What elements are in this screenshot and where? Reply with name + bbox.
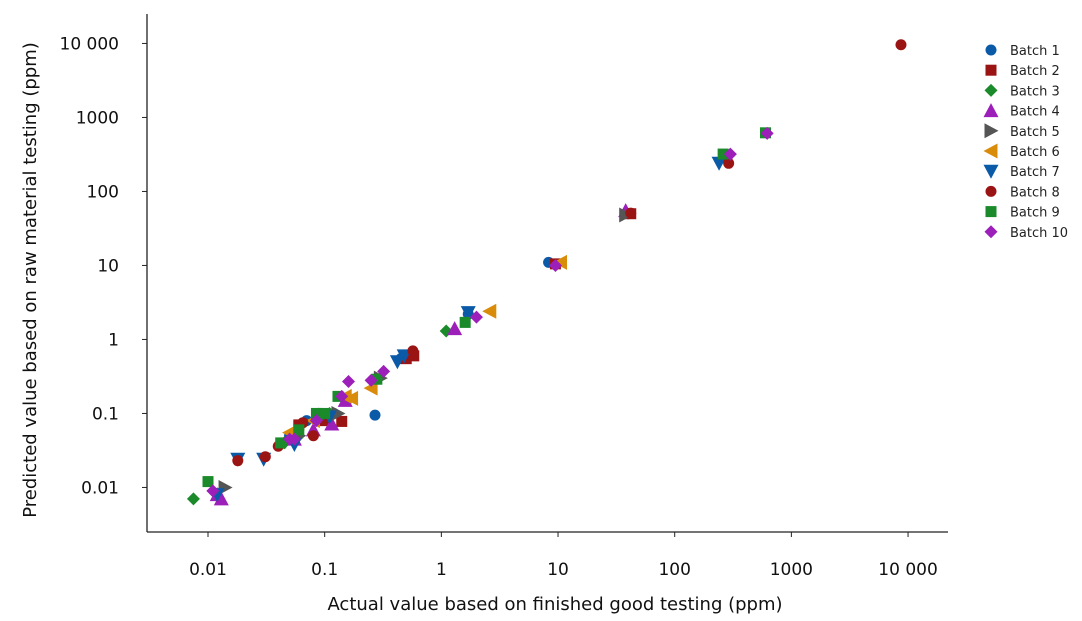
- legend-marker: [985, 206, 997, 218]
- legend-item: Batch 2: [985, 64, 1060, 79]
- legend-marker: [985, 185, 997, 197]
- data-point-batch-9: [459, 316, 471, 328]
- data-point-batch-8: [259, 451, 271, 463]
- data-point-batch-10: [206, 484, 220, 498]
- data-point-batch-10: [335, 389, 349, 403]
- legend-item: Batch 3: [984, 83, 1060, 99]
- x-axis-label: Actual value based on finished good test…: [327, 594, 782, 615]
- data-point-batch-9: [293, 424, 305, 436]
- legend-marker: [985, 64, 997, 76]
- y-tick-label: 0.1: [92, 404, 119, 424]
- data-point-batch-6: [482, 303, 497, 319]
- data-point-batch-5: [331, 405, 346, 421]
- x-tick-label: 1000: [770, 560, 813, 580]
- y-tick-label: 0.01: [81, 478, 119, 498]
- legend-marker: [985, 44, 997, 56]
- data-point-batch-7: [389, 355, 405, 370]
- legend-marker: [984, 83, 998, 97]
- data-point-batch-2: [319, 415, 331, 427]
- legend-label: Batch 5: [1010, 125, 1060, 140]
- y-tick-label: 1: [108, 330, 119, 350]
- legend-marker: [983, 143, 998, 159]
- x-tick-label: 0.1: [311, 560, 338, 580]
- x-tick-label: 0.01: [189, 560, 227, 580]
- data-point-batch-10: [723, 147, 737, 161]
- legend-label: Batch 7: [1010, 165, 1060, 180]
- y-tick-label: 10: [97, 256, 119, 276]
- y-tick-label: 10 000: [60, 34, 119, 54]
- data-point-batch-10: [287, 432, 301, 446]
- legend-item: Batch 4: [983, 103, 1060, 120]
- data-point-batch-10: [760, 126, 774, 140]
- data-point-batch-9: [371, 373, 383, 385]
- y-tick-label: 1000: [76, 108, 119, 128]
- data-point-batch-7: [460, 306, 476, 321]
- data-points: [186, 39, 907, 506]
- x-tick-label: 10 000: [878, 560, 937, 580]
- legend-marker: [984, 123, 999, 139]
- data-point-batch-10: [469, 310, 483, 324]
- data-point-batch-9: [275, 437, 287, 449]
- data-point-batch-10: [364, 373, 378, 387]
- data-point-batch-1: [369, 409, 381, 421]
- legend-label: Batch 4: [1010, 105, 1060, 120]
- legend-item: Batch 9: [985, 206, 1060, 221]
- legend-label: Batch 3: [1010, 84, 1060, 99]
- legend-marker: [984, 225, 998, 239]
- legend-item: Batch 1: [985, 44, 1060, 59]
- data-point-batch-4: [324, 416, 340, 431]
- data-point-batch-3: [186, 492, 200, 506]
- x-ticks: 0.01 0.1 1 10 100 1000 10 000: [189, 532, 938, 580]
- x-tick-label: 10: [547, 560, 569, 580]
- data-point-batch-8: [232, 455, 244, 467]
- legend-item: Batch 7: [983, 164, 1060, 180]
- data-point-batch-2: [336, 415, 348, 427]
- legend-label: Batch 10: [1010, 226, 1068, 241]
- legend-item: Batch 6: [983, 143, 1060, 160]
- data-point-batch-9: [717, 148, 729, 160]
- legend-item: Batch 10: [984, 225, 1068, 241]
- data-point-batch-10: [377, 364, 391, 378]
- legend-label: Batch 2: [1010, 64, 1060, 79]
- y-tick-label: 100: [87, 182, 119, 202]
- data-point-batch-8: [895, 39, 907, 51]
- x-tick-label: 100: [658, 560, 690, 580]
- data-point-batch-9: [310, 407, 322, 419]
- data-point-batch-8: [407, 345, 419, 357]
- data-point-batch-7: [711, 156, 727, 171]
- data-point-batch-6: [552, 254, 567, 270]
- data-point-batch-10: [548, 258, 562, 272]
- data-point-batch-9: [202, 476, 214, 488]
- legend-marker: [983, 164, 999, 179]
- data-point-batch-8: [625, 207, 637, 219]
- x-tick-label: 1: [436, 560, 447, 580]
- legend-label: Batch 6: [1010, 145, 1060, 160]
- y-ticks: 0.01 0.1 1 10 100 1000 10 000: [60, 34, 147, 498]
- data-point-batch-10: [341, 375, 355, 389]
- data-point-batch-9: [319, 407, 331, 419]
- data-point-batch-8: [307, 430, 319, 442]
- data-point-batch-4: [447, 321, 463, 336]
- legend-item: Batch 5: [984, 123, 1060, 140]
- legend-label: Batch 1: [1010, 44, 1060, 59]
- data-point-batch-8: [723, 157, 735, 169]
- legend-label: Batch 9: [1010, 206, 1060, 221]
- legend-item: Batch 8: [985, 185, 1060, 200]
- legend: Batch 1 Batch 2 Batch 3 Batch 4 Batch 5 Batch…: [983, 44, 1068, 241]
- y-axis-label: Predicted value based on raw material te…: [20, 42, 41, 518]
- data-point-batch-10: [309, 414, 323, 428]
- legend-marker: [983, 103, 999, 118]
- legend-label: Batch 8: [1010, 185, 1060, 200]
